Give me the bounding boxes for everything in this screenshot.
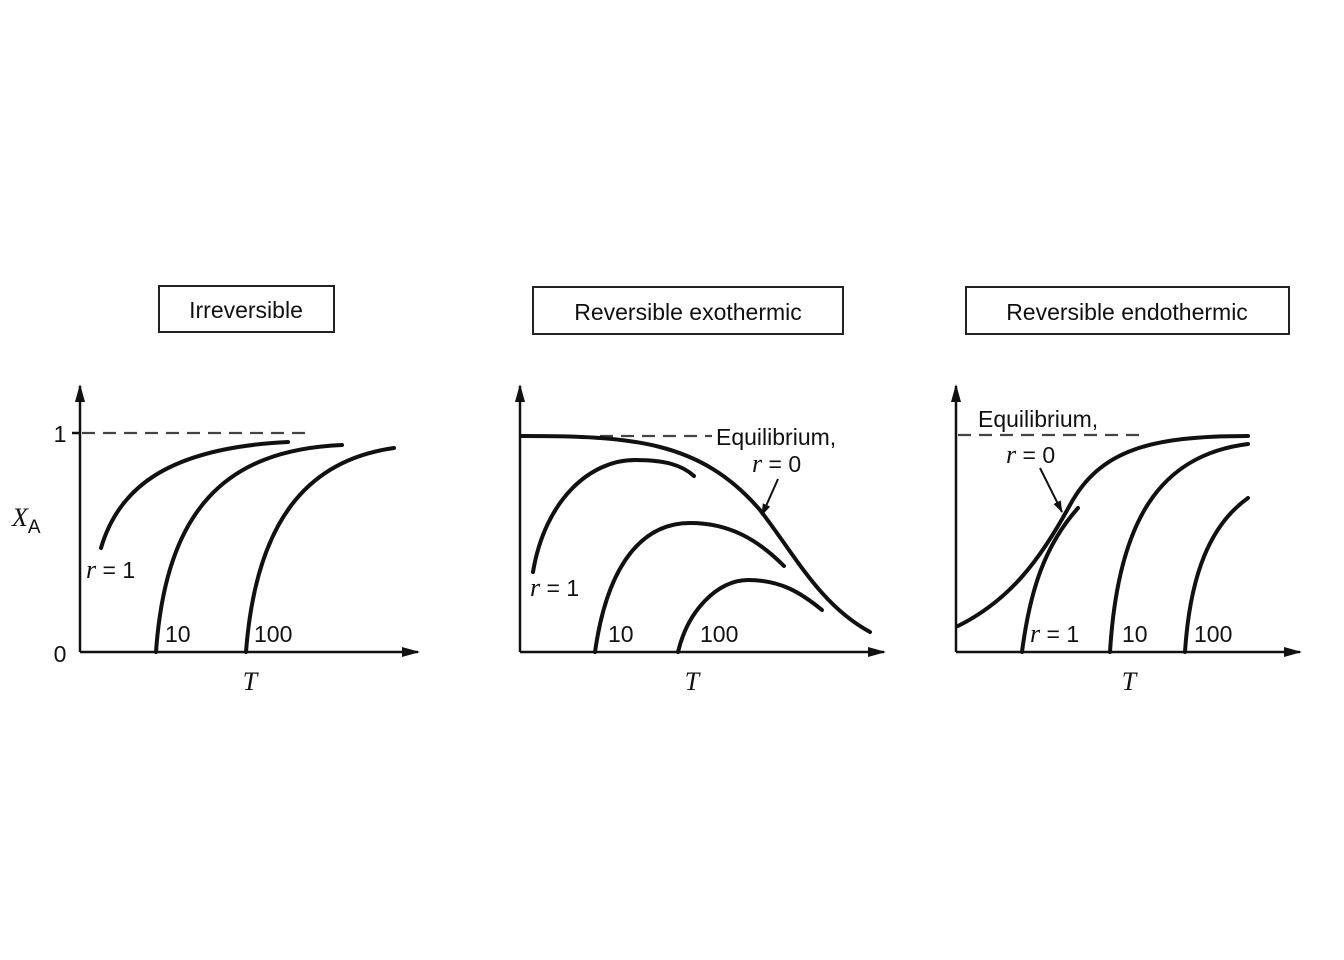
title-endothermic: Reversible endothermic (1006, 299, 1248, 325)
label-2-r1: r = 1 (530, 573, 579, 602)
x-axis-label-1: T (243, 667, 259, 696)
curve-1-10 (154, 443, 344, 654)
title-box-exothermic (532, 286, 844, 335)
title-box-endothermic (965, 286, 1290, 335)
panel-irreversible: Irreversible 1 0 XA r = 1 10 100 T (11, 285, 420, 696)
arrow-3-equilibrium (1039, 467, 1063, 513)
panel-reversible-exothermic: Reversible exothermic Equilibrium, r = 0… (515, 286, 886, 696)
label-1-100: 100 (254, 621, 292, 647)
curve-3-equilibrium (956, 434, 1250, 628)
label-3-100: 100 (1194, 621, 1232, 647)
label-3-10: 10 (1122, 621, 1148, 647)
title-irreversible: Irreversible (189, 297, 303, 323)
y-tick-label-0: 0 (54, 641, 67, 667)
label-2-equilibrium: Equilibrium, (716, 424, 836, 450)
x-axis-label-3: T (1122, 667, 1138, 696)
title-exothermic: Reversible exothermic (574, 299, 802, 325)
curve-2-100 (676, 577, 824, 654)
curve-3-100 (1183, 496, 1250, 654)
curve-3-r1 (1020, 506, 1080, 654)
label-3-r1: r = 1 (1030, 619, 1079, 648)
x-axis-label-2: T (685, 667, 701, 696)
curve-1-r1 (99, 440, 290, 550)
curve-2-r1 (531, 457, 696, 574)
label-3-equilibrium: Equilibrium, (978, 406, 1098, 432)
label-2-100: 100 (700, 621, 738, 647)
curve-2-equilibrium (520, 434, 872, 634)
label-3-r0: r = 0 (1006, 440, 1055, 469)
curve-3-10 (1108, 442, 1250, 654)
title-box-irreversible (158, 285, 335, 333)
y-axis-label: XA (11, 503, 41, 538)
label-2-r0: r = 0 (752, 449, 801, 478)
curve-2-10 (593, 520, 786, 654)
y-tick-label-1: 1 (54, 421, 67, 447)
label-2-10: 10 (608, 621, 634, 647)
label-1-10: 10 (165, 621, 191, 647)
panel-reversible-endothermic: Reversible endothermic Equilibrium, r = … (951, 286, 1302, 696)
arrow-2-equilibrium (761, 478, 779, 516)
label-1-r1: r = 1 (86, 555, 135, 584)
curve-1-100 (244, 446, 396, 654)
